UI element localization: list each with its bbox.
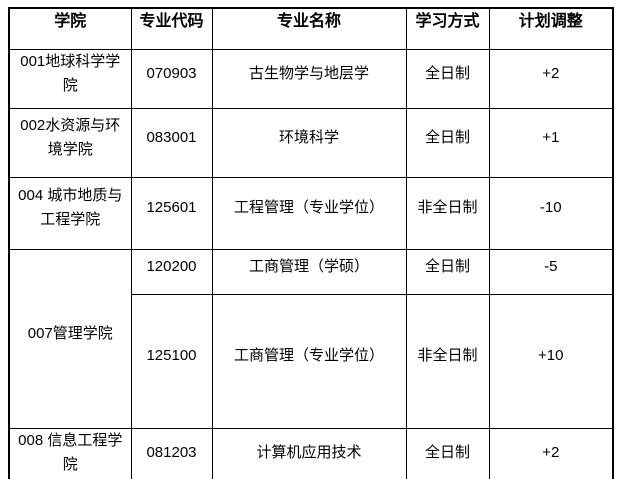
code-cell: 125100 [130,293,213,429]
major-cell: 环境科学 [211,107,407,178]
adjust-cell: +2 [488,48,614,109]
header-adjust: 计划调整 [488,7,614,50]
adjust-cell: -5 [488,248,614,295]
table-row: 004 城市地质与工程学院 125601 工程管理（专业学位） 非全日制 -10 [8,176,614,250]
header-row: 学院 专业代码 专业名称 学习方式 计划调整 [8,7,614,50]
table-row: 008 信息工程学院 081203 计算机应用技术 全日制 +2 [8,427,614,479]
major-cell: 工商管理（专业学位） [211,293,407,429]
code-cell: 070903 [130,48,213,109]
adjust-cell: +2 [488,427,614,479]
major-cell: 工商管理（学硕） [211,248,407,295]
college-cell: 002水资源与环境学院 [8,107,132,178]
table-row: 002水资源与环境学院 083001 环境科学 全日制 +1 [8,107,614,178]
header-major: 专业名称 [211,7,407,50]
code-cell: 125601 [130,176,213,250]
adjust-cell: +10 [488,293,614,429]
college-cell: 008 信息工程学院 [8,427,132,479]
college-cell: 001地球科学学院 [8,48,132,109]
code-cell: 081203 [130,427,213,479]
adjust-cell: +1 [488,107,614,178]
college-cell: 004 城市地质与工程学院 [8,176,132,250]
code-cell: 120200 [130,248,213,295]
college-cell-merged: 007管理学院 [8,248,132,429]
admissions-table: 学院 专业代码 专业名称 学习方式 计划调整 001地球科学学院 070903 … [8,7,614,479]
table-row: 007管理学院 120200 工商管理（学硕） 全日制 -5 [8,248,614,429]
mode-cell: 全日制 [405,48,490,109]
major-cell: 古生物学与地层学 [211,48,407,109]
mode-cell: 全日制 [405,427,490,479]
header-mode: 学习方式 [405,7,490,50]
major-cell: 工程管理（专业学位） [211,176,407,250]
major-cell: 计算机应用技术 [211,427,407,479]
table-row: 125100 工商管理（专业学位） 非全日制 +10 [9,293,614,429]
mode-cell: 全日制 [405,248,490,295]
mode-cell: 全日制 [405,107,490,178]
table-row: 001地球科学学院 070903 古生物学与地层学 全日制 +2 [8,48,614,109]
mode-cell: 非全日制 [405,176,490,250]
header-code: 专业代码 [130,7,213,50]
mode-cell: 非全日制 [405,293,490,429]
adjust-cell: -10 [488,176,614,250]
header-college: 学院 [8,7,132,50]
code-cell: 083001 [130,107,213,178]
